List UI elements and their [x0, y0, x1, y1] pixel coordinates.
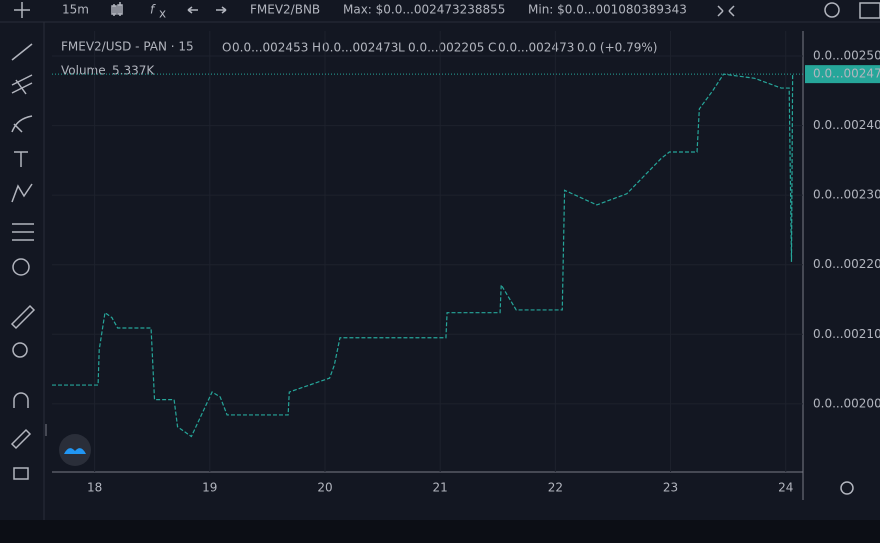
plot: 0.0...00200 0.0...00210 0.0...00220 0.0...0… [52, 31, 880, 495]
y-tick-label: 0.0...00250 [813, 49, 880, 63]
y-tick-label: 0.0...00220 [813, 257, 880, 271]
drawing-tools [10, 43, 47, 480]
price-line [52, 73, 794, 438]
fib-tool[interactable] [11, 74, 33, 95]
c-label: C [488, 41, 496, 55]
crosshair-tool[interactable] [14, 2, 30, 18]
undo[interactable] [187, 6, 198, 14]
volume-label: Volume [61, 64, 106, 78]
indicators-sub: x [159, 7, 166, 21]
o-label: O [222, 41, 231, 55]
pair: FMEV2/BNB [250, 3, 320, 17]
screenshot[interactable] [859, 2, 880, 19]
last-price-label: 0.0...002473 [813, 67, 880, 81]
brush-tool[interactable] [11, 115, 33, 133]
trend-line-tool[interactable] [11, 43, 33, 61]
emoji-tool[interactable] [12, 258, 30, 276]
lock-drawing-tool[interactable] [10, 428, 32, 450]
x-tick-label: 24 [778, 481, 793, 495]
prediction-tool[interactable] [12, 223, 34, 241]
x-tick-label: 23 [663, 481, 678, 495]
x-tick-label: 20 [317, 481, 332, 495]
close: 0.0...002473 [498, 41, 574, 55]
pattern-tool[interactable] [11, 183, 33, 203]
x-tick-label: 18 [87, 481, 102, 495]
ruler-tool[interactable] [10, 304, 36, 330]
fullscreen[interactable] [717, 5, 735, 17]
x-tick-label: 22 [548, 481, 563, 495]
min-price: Min: $0.0...001080389343 [528, 3, 687, 17]
logo-mark [64, 448, 86, 454]
bottom-strip [0, 520, 880, 543]
magnet-tool[interactable] [13, 392, 29, 408]
change: 0.0 (+0.79%) [577, 41, 657, 55]
text-tool[interactable] [14, 151, 28, 167]
lock-tool[interactable] [13, 467, 29, 480]
y-tick-label: 0.0...00230 [813, 188, 880, 202]
x-tick-label: 21 [433, 481, 448, 495]
x-tick-label: 19 [202, 481, 217, 495]
logo [59, 434, 91, 466]
y-tick-label: 0.0...00210 [813, 327, 880, 341]
last-price-badge [805, 65, 880, 84]
zoom-tool[interactable] [12, 342, 28, 358]
open: 0.0...002453 [232, 41, 308, 55]
h-label: H [312, 41, 321, 55]
volume: 5.337K [112, 64, 155, 78]
redo[interactable] [216, 6, 227, 14]
high: 0.0...002473 [322, 41, 398, 55]
indicators-button[interactable]: f [150, 3, 156, 17]
candles-button[interactable] [111, 2, 123, 16]
symbol: FMEV2/USD - PAN · 15 [61, 40, 194, 54]
interval[interactable]: 15m [62, 3, 89, 17]
l-label: L [398, 41, 405, 55]
settings[interactable] [824, 2, 840, 18]
max-price: Max: $0.0...002473238855 [343, 3, 505, 17]
low: 0.0...002205 [408, 41, 484, 55]
axis-settings[interactable] [840, 481, 854, 495]
y-tick-label: 0.0...00240 [813, 118, 880, 132]
y-tick-label: 0.0...00200 [813, 396, 880, 410]
